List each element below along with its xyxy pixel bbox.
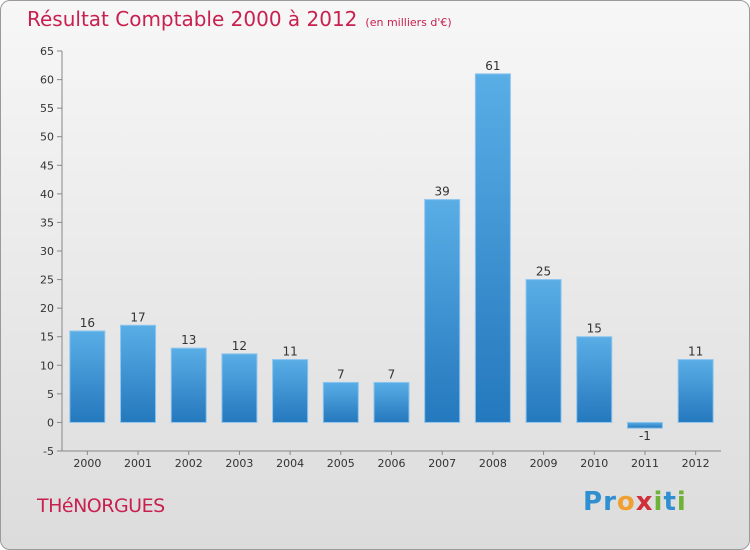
- logo-letter: o: [616, 487, 636, 517]
- x-tick-label: 2002: [175, 457, 203, 470]
- x-tick-label: 2010: [580, 457, 608, 470]
- y-tick-label: 55: [40, 102, 54, 115]
- data-label: 15: [587, 322, 602, 336]
- y-tick-label: 40: [40, 188, 54, 201]
- logo-letter: i: [676, 487, 687, 517]
- x-tick-label: 2009: [530, 457, 558, 470]
- bar: [626, 421, 663, 429]
- x-tick-label: 2005: [327, 457, 355, 470]
- data-label: 16: [80, 316, 95, 330]
- proxiti-logo: Proxiti: [583, 487, 687, 517]
- bar: [272, 359, 309, 423]
- bar: [221, 353, 258, 423]
- logo-letter: i: [653, 487, 664, 517]
- x-tick-label: 2006: [378, 457, 406, 470]
- x-tick-label: 2011: [631, 457, 659, 470]
- y-tick-label: 45: [40, 159, 54, 172]
- bar: [474, 73, 511, 423]
- data-label: 13: [181, 333, 196, 347]
- y-tick-label: 60: [40, 74, 54, 87]
- bar: [525, 279, 562, 423]
- data-label: 61: [485, 59, 500, 73]
- chart-title: Résultat Comptable 2000 à 2012 (en millie…: [27, 7, 452, 31]
- x-tick-label: 2007: [428, 457, 456, 470]
- data-label: 39: [435, 185, 450, 199]
- title-unit: (en milliers d'€): [365, 16, 452, 29]
- logo-letter: P: [583, 487, 604, 517]
- y-tick-label: 50: [40, 131, 54, 144]
- logo-letter: t: [663, 487, 677, 517]
- y-tick-label: 30: [40, 245, 54, 258]
- data-label: 7: [337, 367, 345, 381]
- y-tick-label: 0: [47, 416, 54, 429]
- bar: [170, 347, 207, 423]
- x-tick-label: 2000: [73, 457, 101, 470]
- data-label: 7: [388, 367, 396, 381]
- x-tick-label: 2001: [124, 457, 152, 470]
- y-tick-label: 65: [40, 45, 54, 58]
- y-tick-label: 35: [40, 216, 54, 229]
- data-label: 17: [130, 310, 145, 324]
- bar: [677, 359, 714, 423]
- logo-letter: x: [635, 487, 654, 517]
- x-tick-label: 2004: [276, 457, 304, 470]
- data-label: -1: [639, 429, 651, 443]
- y-tick-label: -5: [43, 445, 54, 458]
- bar: [373, 381, 410, 423]
- x-tick-label: 2012: [682, 457, 710, 470]
- y-tick-label: 5: [47, 388, 54, 401]
- y-tick-label: 25: [40, 274, 54, 287]
- bar: [424, 199, 461, 423]
- commune-name: THéNORGUES: [37, 495, 165, 517]
- axes: -5 0 5 10 15 20 25 30 35 40 45 50 55 60 65 2000 2001 2002…: [40, 45, 721, 470]
- data-label: 11: [688, 345, 703, 359]
- data-label: 11: [282, 345, 297, 359]
- bar: [322, 381, 359, 423]
- bar: [576, 336, 613, 423]
- title-main: Résultat Comptable 2000 à 2012: [27, 7, 358, 31]
- y-tick-label: 10: [40, 359, 54, 372]
- y-tick-label: 20: [40, 302, 54, 315]
- y-tick-label: 15: [40, 331, 54, 344]
- x-tick-label: 2008: [479, 457, 507, 470]
- data-labels: 16 17 13 12 11 7 7 39 61 25 15 -1 11: [80, 59, 704, 443]
- data-label: 12: [232, 339, 247, 353]
- bars: [69, 73, 714, 429]
- logo-letter: r: [603, 487, 617, 517]
- bar: [69, 330, 106, 423]
- data-label: 25: [536, 265, 551, 279]
- x-tick-label: 2003: [225, 457, 253, 470]
- bar: [120, 324, 157, 423]
